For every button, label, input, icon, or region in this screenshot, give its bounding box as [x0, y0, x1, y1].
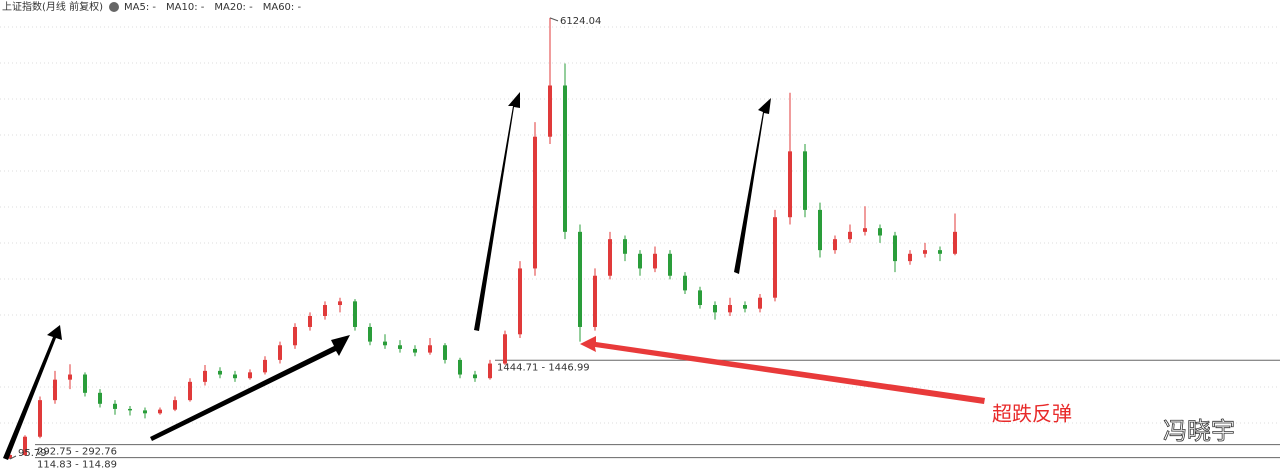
- candle-body: [8, 455, 12, 459]
- peak-label: 6124.04: [560, 16, 601, 27]
- candle-body: [578, 231, 582, 327]
- low-marker: [9, 455, 17, 460]
- annotation: 超跌反弹: [992, 402, 1072, 426]
- candle-body: [908, 253, 912, 262]
- candle-body: [278, 345, 282, 360]
- candle-body: [623, 239, 627, 254]
- candle-body: [683, 275, 687, 291]
- candle-body: [803, 151, 807, 210]
- legend: MA5: - MA10: - MA20: - MA60: -: [124, 2, 301, 13]
- candle-body: [203, 370, 207, 382]
- candle-body: [938, 250, 942, 254]
- candle-body: [338, 301, 342, 306]
- candle-body: [83, 374, 87, 393]
- legend-entry: MA5: -: [124, 2, 156, 13]
- candle-body: [923, 250, 927, 254]
- legend-entry: MA60: -: [263, 2, 302, 13]
- rebound-arrow: [580, 336, 985, 404]
- candle-body: [233, 374, 237, 379]
- candle-body: [833, 239, 837, 251]
- candle-body: [248, 372, 252, 379]
- settings-icon[interactable]: [109, 2, 119, 12]
- level-label: 1444.71 - 1446.99: [497, 362, 590, 373]
- candle-body: [368, 326, 372, 342]
- candle-body: [653, 253, 657, 269]
- candle-body: [743, 305, 747, 309]
- candle-body: [398, 345, 402, 349]
- candle-body: [218, 370, 222, 375]
- candle-body: [788, 151, 792, 218]
- candle-body: [863, 228, 867, 232]
- candle-body: [503, 334, 507, 364]
- candle-body: [113, 403, 117, 409]
- legend-entry: MA10: -: [166, 2, 205, 13]
- candle-body: [563, 85, 567, 232]
- chart-title: 上证指数(月线 前复权): [2, 0, 103, 13]
- trend-arrows: [3, 92, 771, 460]
- legend-entry: MA20: -: [214, 2, 253, 13]
- candle-body: [53, 379, 57, 401]
- candle-body: [443, 345, 447, 360]
- level-label: 292.75 - 292.76: [37, 447, 117, 458]
- candle-body: [758, 297, 762, 309]
- candle-body: [593, 275, 597, 327]
- watermark: 冯晓宇: [1163, 417, 1235, 445]
- candle-body: [773, 217, 777, 298]
- candle-body: [98, 392, 102, 404]
- plot: 1444.71 - 1446.99 292.75 - 292.76 114.83 -…: [8, 16, 1280, 468]
- candle-body: [668, 253, 672, 276]
- candle-body: [848, 231, 852, 240]
- candle-body: [713, 305, 717, 313]
- candle-body: [353, 301, 357, 327]
- candle-body: [68, 374, 72, 380]
- candle-body: [23, 436, 27, 456]
- candle-body: [818, 209, 822, 251]
- candle-body: [323, 305, 327, 316]
- candle-body: [158, 409, 162, 414]
- candle-body: [428, 345, 432, 353]
- candle-body: [608, 239, 612, 276]
- candle-body: [488, 363, 492, 379]
- candle-body: [188, 381, 192, 401]
- candle-body: [263, 359, 267, 373]
- candle-body: [533, 136, 537, 269]
- candle-body: [893, 235, 897, 262]
- candle-body: [308, 315, 312, 327]
- candle-body: [953, 231, 957, 254]
- candle-body: [143, 410, 147, 414]
- candle-body: [518, 268, 522, 335]
- candle-body: [128, 408, 132, 411]
- candle-body: [293, 326, 297, 346]
- level-label: 114.83 - 114.89: [37, 460, 117, 468]
- candle-body: [173, 400, 177, 410]
- candle-body: [383, 341, 387, 346]
- candle-body: [413, 348, 417, 353]
- candle-body: [38, 400, 42, 437]
- candle-body: [728, 305, 732, 313]
- candle-body: [698, 290, 702, 306]
- candle-body: [878, 228, 882, 236]
- candle-body: [458, 359, 462, 375]
- low-label: 95.79: [18, 448, 47, 459]
- candle-body: [548, 85, 552, 137]
- grid: [0, 26, 1280, 424]
- candle-body: [638, 253, 642, 269]
- candle-body: [473, 374, 477, 379]
- peak-marker: [549, 17, 559, 22]
